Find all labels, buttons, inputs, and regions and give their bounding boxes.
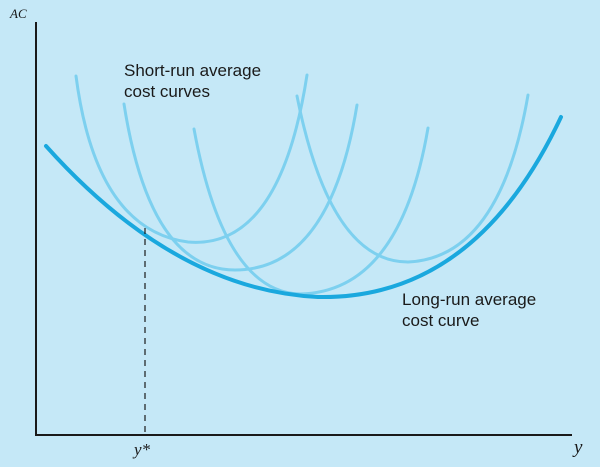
long-run-label-line1: Long-run average [402,290,537,309]
y-axis-label: AC [10,6,27,21]
short-run-label: Short-run average cost curves [124,60,261,103]
short-run-curve-1 [74,73,309,244]
short-run-curve-2 [122,102,359,272]
long-run-label: Long-run average cost curve [402,289,536,332]
x-tick-y-star: y* [134,440,151,459]
x-axis-label: y [574,437,583,458]
short-run-curve-4 [295,93,530,264]
short-run-label-line1: Short-run average [124,61,262,80]
long-run-label-line2: cost curve [402,311,480,331]
long-run-curve [44,115,563,300]
short-run-label-line2: cost curves [124,82,210,102]
